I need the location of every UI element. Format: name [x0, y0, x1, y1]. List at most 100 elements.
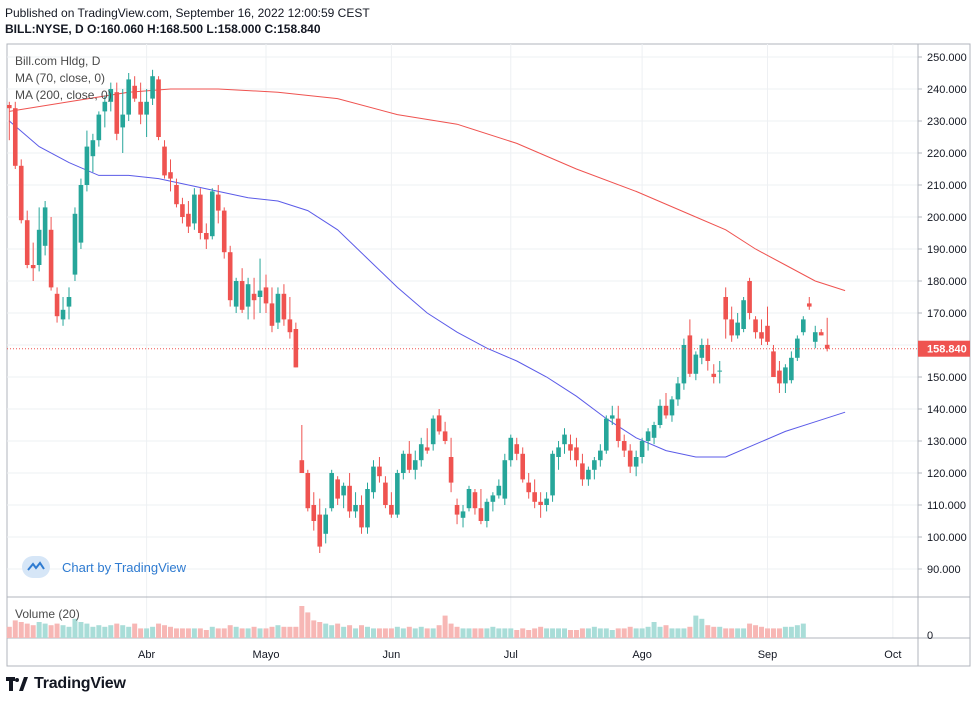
candle-body [759, 332, 764, 339]
chart-attribution[interactable]: Chart by TradingView [22, 556, 186, 578]
volume-bar [735, 628, 741, 638]
candle-body [293, 329, 299, 368]
volume-bar [627, 626, 633, 638]
candle-body [711, 373, 717, 377]
candle-body [36, 229, 42, 265]
tradingview-logo[interactable]: TradingView [6, 675, 126, 693]
volume-bar [144, 628, 150, 638]
candle [180, 197, 185, 224]
volume-bar [84, 623, 90, 638]
volume-bar [788, 626, 794, 638]
candle [311, 492, 317, 531]
candle-body [765, 325, 770, 342]
candle [36, 207, 42, 272]
candle-body [180, 204, 185, 217]
candle [150, 69, 155, 105]
volume-bar [406, 626, 412, 638]
candle-body [777, 370, 782, 384]
candle-body [359, 505, 364, 528]
candle [371, 460, 376, 499]
volume-bar [717, 626, 723, 638]
candle [514, 437, 520, 461]
candle-body [490, 495, 496, 502]
candle-body [663, 405, 669, 416]
candle-body [275, 293, 281, 323]
candle [263, 274, 269, 313]
candle-body [66, 297, 72, 307]
candle [96, 111, 102, 147]
candle-body [42, 207, 48, 246]
candle-body [424, 447, 430, 451]
candle-body [526, 482, 531, 493]
candle [460, 505, 466, 528]
volume-bar [711, 626, 717, 638]
candle [478, 489, 484, 525]
candle-body [681, 345, 687, 384]
candle [329, 469, 334, 512]
volume-bar [150, 626, 156, 638]
y-tick-label: 230.000 [927, 116, 967, 128]
candle [186, 201, 191, 233]
volume-bar [376, 628, 382, 638]
volume-bar [567, 630, 573, 638]
candle [442, 421, 448, 445]
candle-body [84, 146, 90, 185]
candle [275, 287, 281, 329]
volume-bar [287, 626, 293, 638]
volume-bar [156, 623, 162, 638]
candle [771, 345, 776, 377]
volume-bar [269, 626, 275, 638]
volume-bar [418, 626, 424, 638]
candle-body [699, 345, 705, 358]
candle-body [233, 281, 239, 307]
volume-bar [657, 626, 663, 638]
volume-bar [514, 630, 520, 638]
candle-body [735, 322, 740, 336]
volume-bar [508, 628, 514, 638]
candle-body [412, 460, 418, 470]
volume-bar [794, 625, 800, 638]
volume-bar [382, 628, 388, 638]
candle [765, 306, 770, 345]
candle [233, 277, 239, 313]
candle-body [550, 453, 555, 496]
candle-body [257, 290, 263, 297]
candle [490, 492, 496, 512]
ma70-legend: MA (70, close, 0) [15, 71, 106, 85]
volume-bar [633, 628, 639, 638]
candle [621, 434, 627, 457]
volume-bar [693, 615, 699, 638]
candle-body [454, 505, 460, 515]
candle-body [144, 101, 149, 115]
y-tick-label: 150.000 [927, 372, 967, 384]
volume-bar [293, 626, 299, 638]
candle [806, 297, 812, 310]
candle [281, 284, 287, 326]
candle [520, 447, 526, 483]
candle [353, 492, 358, 518]
candle [783, 364, 788, 393]
volume-axis-label: 0 [927, 630, 933, 642]
candle-body [383, 482, 388, 505]
candle-body [371, 466, 376, 493]
volume-bar [460, 628, 466, 638]
candle-body [341, 485, 346, 496]
volume-bar [191, 628, 197, 638]
candle [609, 405, 615, 425]
volume-bar [66, 626, 72, 638]
candle [30, 242, 36, 281]
volume-bar [359, 625, 365, 638]
candle [711, 364, 717, 384]
volume-bar [412, 628, 418, 638]
candle [532, 479, 537, 509]
candle-body [532, 492, 537, 502]
volume-bar [394, 626, 400, 638]
candle-body [24, 220, 30, 265]
candle-body [12, 108, 18, 166]
candle [657, 399, 663, 429]
volume-bar [764, 628, 770, 638]
volume-bar [78, 622, 84, 638]
candle-body [598, 450, 603, 461]
x-tick-label: Oct [884, 649, 901, 661]
